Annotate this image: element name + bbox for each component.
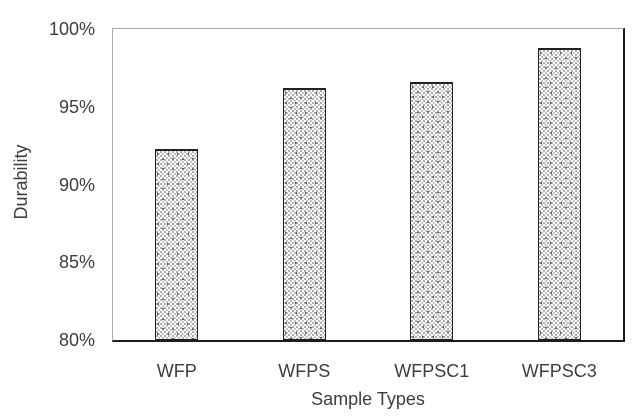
x-tick-label-wfp: WFP: [156, 361, 197, 381]
x-tick-label-wfpsc3: WFPSC3: [521, 361, 597, 381]
bar-wfpsc3: [537, 47, 581, 340]
x-tick-label-wfps: WFPS: [278, 361, 331, 381]
x-axis-title: Sample Types: [311, 389, 425, 409]
y-tick-label-95pct: 95%: [58, 96, 95, 117]
plot-area: [112, 28, 625, 342]
y-tick-label-85pct: 85%: [58, 252, 95, 273]
y-tick-label-100pct: 100%: [48, 19, 95, 39]
y-tick-label-80pct: 80%: [58, 330, 95, 350]
bar-wfp: [155, 148, 199, 340]
bar-wfps: [282, 88, 326, 340]
y-tick-label-90pct: 90%: [58, 174, 95, 195]
bar-wfpsc1: [410, 81, 454, 340]
x-tick-label-wfpsc1: WFPSC1: [394, 361, 470, 381]
